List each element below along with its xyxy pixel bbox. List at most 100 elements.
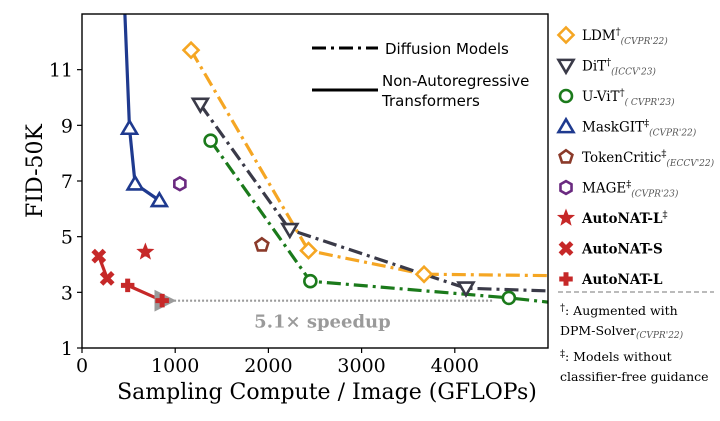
legend-entry-name: TokenCritic: [582, 150, 661, 166]
legend-entry-name: MaskGIT: [582, 120, 644, 136]
x-tick-label: 2000: [244, 355, 292, 377]
legend-entry-venue: (CVPR'22): [649, 128, 697, 139]
data-point-maskgit: [149, 190, 170, 208]
legend-entry-sup: ‡: [644, 119, 649, 130]
x-axis-label: Sampling Compute / Image (GFLOPs): [117, 380, 537, 405]
speedup-label: 5.1× speedup: [254, 312, 391, 333]
y-tick-label: 11: [49, 60, 73, 82]
data-point-mage: [173, 175, 187, 192]
legend-entry-sup: ‡: [626, 180, 631, 191]
legend-marker-tokencritic: [558, 148, 574, 164]
plot-frame: [81, 13, 549, 349]
legend-entry-name: MAGE: [582, 181, 626, 197]
series-legend: LDM†(CVPR'22)DiT†(ICCV'23)U-ViT†( CVPR'2…: [556, 25, 715, 384]
data-point-dit: [190, 97, 211, 115]
data-point-ldm: [414, 264, 434, 284]
series-lines: [97, 14, 548, 304]
legend-entry-sup: †: [620, 88, 625, 99]
y-tick-label: 5: [61, 227, 73, 249]
footnote-text: : Augmented with: [565, 303, 678, 318]
footnote-line1: ‡: Models without: [560, 349, 672, 364]
data-point-dit: [456, 281, 476, 298]
legend-entry-name: AutoNAT-L: [581, 272, 663, 288]
legend-entry-maskgit: MaskGIT‡(CVPR'22): [582, 119, 697, 139]
legend-diffusion-label: Diffusion Models: [385, 40, 509, 58]
data-point-u-vit: [303, 273, 318, 289]
data-point-tokencritic: [253, 236, 270, 252]
data-point-maskgit: [119, 118, 140, 136]
legend-entry-sup: †: [606, 58, 611, 69]
data-point-dit: [280, 222, 300, 240]
legend-nat-label-line1: Non-Autoregressive: [382, 72, 529, 90]
legend-marker-autonat-s: [558, 241, 574, 256]
data-point-autonat-l: [155, 293, 169, 308]
legend-entry-dit: DiT†(ICCV'23): [582, 58, 656, 78]
legend-entry-ldm: LDM†(CVPR'22): [582, 27, 668, 47]
legend-entry-name: AutoNAT-L: [581, 211, 663, 227]
footnote-text: classifier-free guidance: [560, 369, 709, 384]
legend-entry-tokencritic: TokenCritic‡(ECCV'22): [582, 149, 715, 169]
footnote-line2: DPM-Solver(CVPR'22): [560, 323, 684, 341]
legend-entry-name: LDM: [582, 28, 616, 44]
y-tick-label: 7: [61, 171, 73, 193]
legend-entry-name: U-ViT: [582, 89, 620, 105]
axis-ticks: 0 1000 2000 3000 4000 1 3 5 7 9 11 Sampling Compute…: [23, 60, 537, 405]
x-tick-label: 4000: [431, 355, 479, 377]
legend-entry-u-vit: U-ViT†( CVPR'23): [582, 88, 675, 108]
series-line-ldm: [189, 49, 548, 278]
legend-marker-u-vit: [558, 88, 574, 104]
data-point-ldm: [181, 40, 201, 60]
legend-nat-label-line2: Transformers: [381, 92, 480, 110]
legend-entry-sup: ‡: [663, 210, 668, 221]
footnote-line2: classifier-free guidance: [560, 369, 709, 384]
series-line-dit: [199, 103, 548, 293]
data-point-autonat-l: [136, 242, 155, 260]
data-point-autonat-s: [99, 271, 115, 286]
footnote-mark: †: [560, 303, 565, 314]
y-tick-label: 9: [61, 115, 73, 137]
legend-entry-name: DiT: [582, 59, 606, 75]
y-tick-label: 1: [61, 338, 73, 360]
footnote-text: : Models without: [565, 349, 672, 364]
legend-entry-mage: MAGE‡(CVPR'23): [582, 180, 679, 200]
legend-entry-autonat-l: AutoNAT-L‡: [581, 210, 668, 227]
speedup-annotation: 5.1× speedup: [154, 289, 493, 333]
data-point-autonat-s: [91, 248, 107, 264]
legend-marker-autonat-l: [559, 272, 573, 286]
legend-entry-venue: (CVPR'22): [621, 36, 669, 47]
legend-marker-autonat-l: [556, 208, 576, 226]
legend-entry-sup: ‡: [661, 149, 666, 160]
data-point-u-vit: [203, 133, 218, 148]
x-tick-label: 0: [76, 355, 88, 377]
data-point-u-vit: [501, 290, 517, 306]
footnote-mark: ‡: [560, 349, 565, 360]
footnote-text: DPM-Solver: [560, 323, 636, 338]
data-point-ldm: [299, 241, 318, 260]
legend-entry-venue: ( CVPR'23): [625, 97, 676, 108]
footnote-venue: (CVPR'22): [636, 330, 684, 341]
y-axis-label: FID-50K: [23, 124, 48, 218]
legend-entry-autonat-s: AutoNAT-S: [581, 242, 663, 258]
legend-entry-venue: (ICCV'23): [611, 67, 656, 78]
legend-entry-autonat-l: AutoNAT-L: [581, 272, 663, 288]
y-tick-label: 3: [61, 282, 73, 304]
legend-marker-maskgit: [556, 116, 576, 134]
footnote-line1: †: Augmented with: [560, 303, 678, 318]
legend-marker-ldm: [556, 25, 576, 45]
series-line-maskgit: [123, 14, 161, 202]
line-style-legend: Diffusion Models Non-Autoregressive Transf…: [312, 40, 529, 110]
data-point-maskgit: [125, 174, 145, 191]
data-point-autonat-l: [120, 278, 135, 293]
x-tick-label: 3000: [337, 355, 385, 377]
legend-marker-dit: [556, 58, 576, 76]
x-tick-label: 1000: [151, 355, 199, 377]
plot-border: [81, 13, 549, 349]
legend-entry-venue: (ECCV'22): [666, 158, 714, 169]
legend-entry-sup: †: [616, 27, 621, 38]
legend-entry-venue: (CVPR'23): [631, 189, 679, 200]
series-markers: [91, 40, 517, 308]
series-line-u-vit: [209, 139, 548, 304]
legend-marker-mage: [559, 179, 573, 196]
legend-entry-name: AutoNAT-S: [581, 242, 663, 258]
